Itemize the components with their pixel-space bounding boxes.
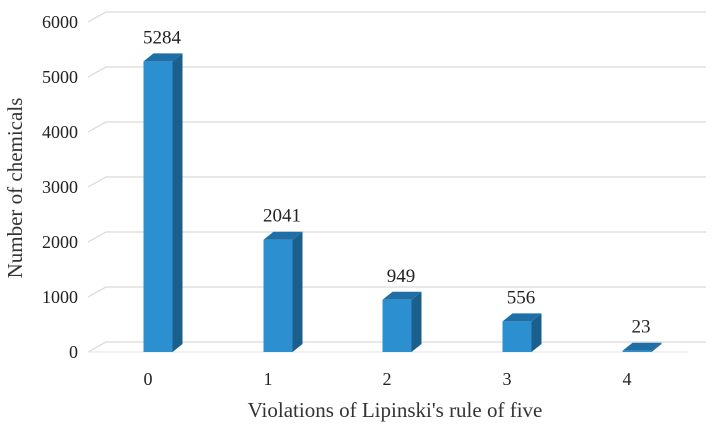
bar-side-face [411, 291, 422, 352]
bar-top-face [382, 291, 422, 300]
y-tick-label: 5000 [42, 67, 78, 87]
x-tick-label: 4 [623, 369, 632, 389]
bar [143, 53, 183, 352]
gridline [87, 11, 706, 23]
data-label: 2041 [263, 206, 301, 227]
gridline [87, 176, 706, 188]
bar-side-face [531, 313, 542, 352]
bar-top-face [502, 313, 542, 322]
y-axis-title: Number of chemicals [3, 98, 27, 279]
bar-side-face [172, 53, 183, 352]
gridline [87, 121, 706, 133]
bar [382, 291, 422, 352]
bar [622, 342, 662, 352]
bar-side-face [292, 231, 303, 352]
bar-front-face [622, 350, 652, 352]
y-tick-label: 0 [69, 342, 78, 362]
x-tick-label: 1 [264, 369, 273, 389]
bar-side-face [651, 342, 662, 352]
gridline [87, 66, 706, 78]
x-tick-label: 0 [144, 369, 153, 389]
x-axis-title: Violations of Lipinski's rule of five [248, 398, 543, 422]
y-tick-label: 1000 [42, 287, 78, 307]
bar-top-face [143, 53, 183, 62]
bars: 5284 2041 949 556 23 [143, 27, 662, 352]
data-label: 949 [387, 266, 416, 287]
x-tick-label: 2 [383, 369, 392, 389]
y-tick-label: 4000 [42, 122, 78, 142]
gridline [87, 286, 706, 298]
bar [502, 313, 542, 352]
bar-top-face [263, 231, 303, 240]
bar-front-face [263, 239, 293, 352]
bar-front-face [382, 299, 412, 352]
data-label: 556 [507, 287, 536, 308]
y-tick-label: 2000 [42, 232, 78, 252]
gridline [87, 231, 706, 243]
bar-front-face [143, 61, 173, 352]
bar-front-face [502, 321, 532, 352]
bar-top-face [622, 342, 662, 351]
y-tick-label: 6000 [42, 12, 78, 32]
x-tick-label: 3 [503, 369, 512, 389]
bar [263, 231, 303, 352]
data-label: 23 [632, 317, 651, 338]
grid-layer [87, 11, 706, 353]
x-axis-ticks: 0 1 2 3 4 [144, 369, 632, 389]
y-axis-ticks: 0 1000 2000 3000 4000 5000 6000 [42, 12, 78, 362]
y-tick-label: 3000 [42, 177, 78, 197]
data-label: 5284 [143, 27, 182, 48]
